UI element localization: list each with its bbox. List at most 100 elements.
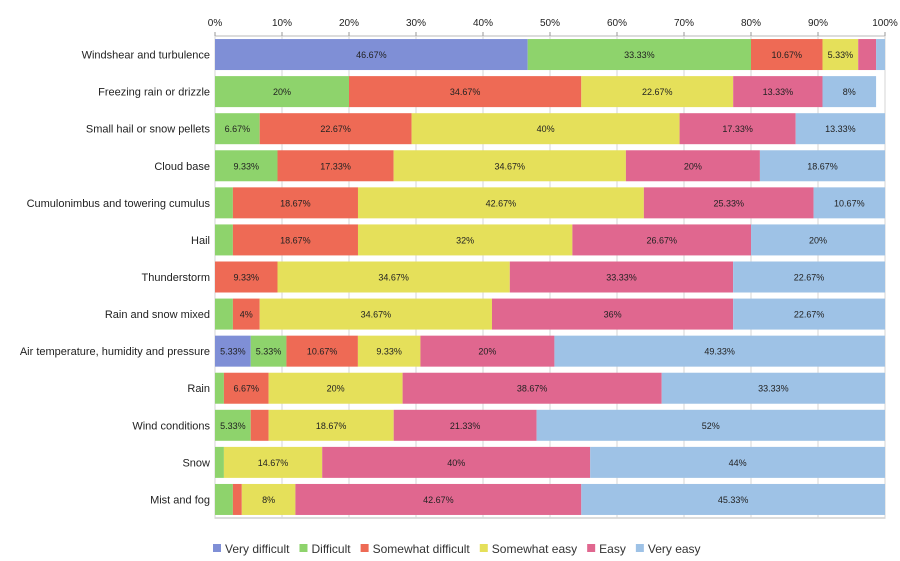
x-tick-label: 50% — [540, 18, 560, 29]
data-label: 22.67% — [320, 124, 351, 134]
category-label: Thunderstorm — [142, 272, 210, 284]
bar-segment — [393, 409, 537, 441]
category-label: Cloud base — [154, 161, 210, 173]
legend-label: Very difficult — [225, 542, 290, 556]
bar-segment — [536, 409, 885, 441]
bar-segment — [357, 224, 573, 256]
bar-segment — [795, 113, 885, 145]
x-tick-label: 60% — [607, 18, 627, 29]
bar-segment — [509, 261, 734, 293]
bar-segment — [215, 150, 278, 182]
data-label: 40% — [537, 124, 555, 134]
legend-label: Very easy — [648, 542, 701, 556]
bar-segment — [215, 446, 224, 478]
data-label: 45.33% — [718, 495, 749, 505]
bar-segment — [259, 113, 412, 145]
bar-segment — [215, 298, 233, 330]
legend: Very difficult Difficult Somewhat difficul… — [213, 542, 701, 556]
bar-segment — [250, 409, 269, 441]
legend-swatch — [360, 544, 369, 552]
data-label: 36% — [604, 310, 622, 320]
bar-segment — [402, 372, 662, 404]
data-label: 8% — [843, 87, 856, 97]
data-label: 18.67% — [280, 198, 311, 208]
data-label: 18.67% — [316, 421, 347, 431]
data-label: 49.33% — [704, 347, 735, 357]
bar-segment — [393, 150, 626, 182]
data-label: 25.33% — [713, 198, 744, 208]
data-label: 6.67% — [225, 124, 251, 134]
bar-segment — [322, 446, 591, 478]
data-label: 33.33% — [624, 50, 655, 60]
data-label: 20% — [809, 235, 827, 245]
bar-segment — [223, 372, 269, 404]
data-label: 18.67% — [807, 161, 838, 171]
bar-segment — [223, 446, 323, 478]
bar-segment — [250, 335, 287, 367]
bar-segment — [822, 39, 859, 71]
category-label: Rain and snow mixed — [105, 309, 210, 321]
bar-segment — [286, 335, 358, 367]
legend-swatch — [213, 544, 221, 552]
data-label: 20% — [327, 384, 345, 394]
data-label: 33.33% — [758, 384, 789, 394]
category-label: Air temperature, humidity and pressure — [20, 346, 210, 358]
legend-label: Easy — [599, 542, 626, 556]
data-label: 21.33% — [450, 421, 481, 431]
data-label: 20% — [478, 347, 496, 357]
bar-segment — [420, 335, 555, 367]
category-label: Cumulonimbus and towering cumulus — [27, 198, 211, 210]
bar-segment — [759, 150, 885, 182]
data-label: 40% — [447, 458, 465, 468]
x-tick-label: 70% — [674, 18, 694, 29]
x-tick-label: 20% — [339, 18, 359, 29]
legend-swatch — [635, 544, 644, 552]
data-label: 34.67% — [450, 87, 481, 97]
data-label: 18.67% — [280, 235, 311, 245]
bar-segment — [590, 446, 885, 478]
data-label: 5.33% — [256, 347, 282, 357]
bar-segment — [232, 187, 358, 219]
bar-segment — [215, 335, 251, 367]
x-axis-ticks: 0% 10% 20% 30% 40% 50% 60% 70% 80% 90% 100% — [208, 18, 898, 36]
data-label: 8% — [262, 495, 275, 505]
bar-segment — [581, 483, 885, 515]
data-label: 34.67% — [361, 310, 392, 320]
data-label: 42.67% — [423, 495, 454, 505]
bar-segment — [411, 113, 680, 145]
data-label: 34.67% — [495, 161, 526, 171]
bar-segment — [581, 76, 734, 108]
category-label: Freezing rain or drizzle — [98, 87, 210, 99]
bar-segment — [822, 76, 877, 108]
data-label: 5.33% — [220, 347, 246, 357]
data-label: 10.67% — [307, 347, 338, 357]
bar-segment — [625, 150, 760, 182]
data-label: 9.33% — [376, 347, 402, 357]
bar-segment — [215, 409, 251, 441]
bar-segment — [232, 298, 260, 330]
legend-swatch — [479, 544, 488, 552]
category-label: Windshear and turbulence — [82, 50, 210, 62]
legend-swatch — [299, 544, 308, 552]
bar-segment — [733, 76, 823, 108]
category-label: Rain — [187, 383, 210, 395]
bar-segment — [232, 483, 242, 515]
data-labels: 46.67% 33.33% 10.67% 5.33% 20% 34.67% 22.67% 13… — [220, 50, 864, 505]
data-label: 5.33% — [220, 421, 246, 431]
data-label: 10.67% — [771, 50, 802, 60]
data-label: 26.67% — [646, 235, 677, 245]
category-label: Hail — [191, 235, 210, 247]
data-label: 32% — [456, 235, 474, 245]
bar-segment — [491, 298, 734, 330]
data-label: 10.67% — [834, 198, 865, 208]
data-label: 44% — [729, 458, 747, 468]
data-label: 52% — [702, 421, 720, 431]
category-label: Mist and fog — [150, 494, 210, 506]
x-tick-label: 80% — [741, 18, 761, 29]
bar-segment — [751, 224, 886, 256]
data-label: 9.33% — [233, 273, 259, 283]
data-label: 20% — [684, 161, 702, 171]
bar-segment — [876, 39, 885, 71]
bar-segment — [643, 187, 814, 219]
data-label: 22.67% — [794, 273, 825, 283]
